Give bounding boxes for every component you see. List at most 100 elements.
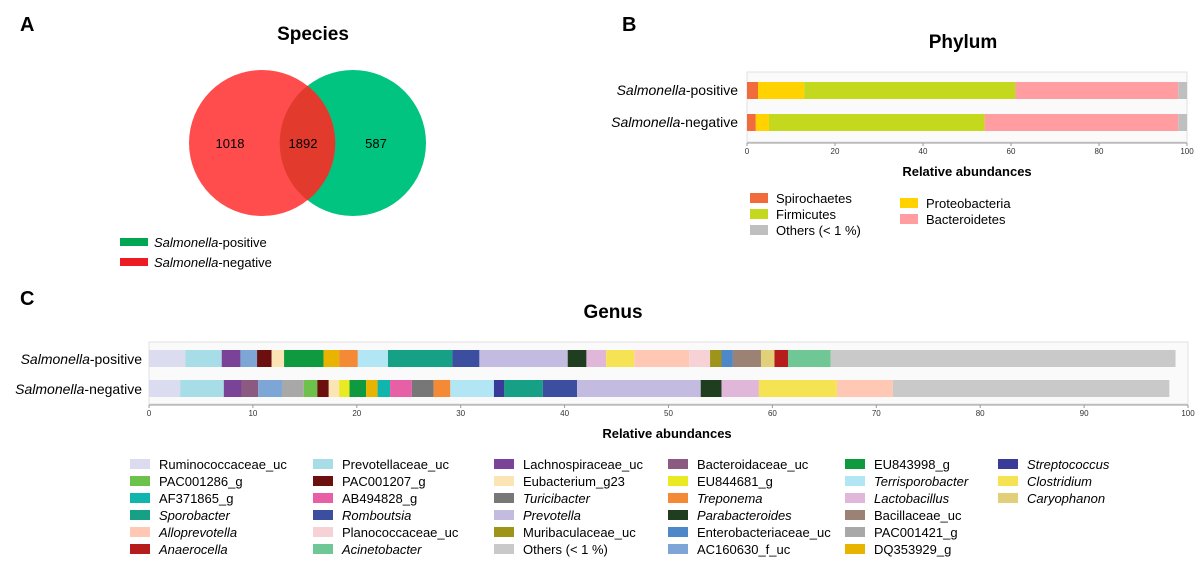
genus-legend-item: Muribaculaceae_uc <box>494 525 636 540</box>
genus-tick-label: 30 <box>456 409 465 418</box>
genus-category-label: Salmonella-negative <box>15 381 142 397</box>
genus-legend-item: PAC001421_g <box>845 525 958 540</box>
category-label-rest: -negative <box>680 114 738 130</box>
legend-swatch <box>750 209 768 219</box>
genus-legend-item: Bacteroidaceae_uc <box>668 457 809 472</box>
genus-bar-segment <box>606 350 635 367</box>
genus-bar-segment <box>634 350 690 367</box>
legend-label: Bacteroidetes <box>926 212 1006 227</box>
genus-bar-segment <box>787 350 831 367</box>
genus-chart: GenusSalmonella-positiveSalmonella-negat… <box>15 302 1195 557</box>
genus-legend-item: Lachnospiraceae_uc <box>494 457 643 472</box>
legend-swatch <box>494 476 514 486</box>
genus-legend-item: Prevotella <box>494 508 581 523</box>
legend-swatch <box>900 214 918 224</box>
legend-label-rest: -negative <box>218 254 272 270</box>
genus-legend-item: Parabacteroides <box>668 508 792 523</box>
genus-bar-segment <box>689 350 711 367</box>
phylum-legend-item: Bacteroidetes <box>900 212 1006 227</box>
legend-label: Others (< 1 %) <box>523 542 608 557</box>
legend-label: AC160630_f_uc <box>697 542 791 557</box>
genus-legend-item: EU844681_g <box>668 474 773 489</box>
genus-legend-item: PAC001286_g <box>130 474 243 489</box>
panel-letter-c: C <box>20 288 35 310</box>
legend-swatch <box>130 510 150 520</box>
legend-swatch <box>668 527 688 537</box>
genus-tick-label: 40 <box>560 409 569 418</box>
legend-label: Alloprevotella <box>158 525 237 540</box>
legend-label: Muribaculaceae_uc <box>523 525 636 540</box>
phylum-bar-segment <box>758 82 805 99</box>
phylum-tick-label: 80 <box>1095 147 1104 156</box>
genus-legend-item: DQ353929_g <box>845 542 951 557</box>
legend-label-italic: Salmonella <box>154 234 219 250</box>
genus-bar-segment <box>240 350 258 367</box>
category-label-italic: Salmonella <box>611 114 680 130</box>
genus-bar-segment <box>567 350 587 367</box>
panel-c: C Genus Salmonella-positive Salmonella-neg… <box>0 280 1200 570</box>
panel-letter-b: B <box>622 14 637 36</box>
phylum-category-label: Salmonella-positive <box>617 82 739 98</box>
legend-label: EU844681_g <box>697 474 773 489</box>
legend-swatch <box>120 238 148 246</box>
legend-swatch <box>313 476 333 486</box>
legend-swatch <box>120 258 148 266</box>
genus-tick-label: 0 <box>147 409 152 418</box>
genus-legend-item: Anaerocella <box>130 542 228 557</box>
genus-bar-segment <box>721 380 759 397</box>
legend-label: PAC001207_g <box>342 474 426 489</box>
genus-title: Genus <box>583 302 642 323</box>
genus-bar-segment <box>758 380 837 397</box>
genus-legend-item: Terrisporobacter <box>845 474 969 489</box>
venn-overlap <box>279 85 336 201</box>
genus-bar-segment <box>774 350 788 367</box>
legend-swatch <box>313 459 333 469</box>
category-label-italic: Salmonella <box>21 351 90 367</box>
legend-swatch <box>845 510 865 520</box>
genus-tick-label: 60 <box>768 409 777 418</box>
legend-swatch <box>998 493 1018 503</box>
legend-swatch <box>668 544 688 554</box>
legend-swatch <box>313 510 333 520</box>
genus-bar-segment <box>357 350 388 367</box>
genus-bar-segment <box>830 350 1176 367</box>
genus-legend-item: AB494828_g <box>313 491 417 506</box>
venn-count-shared: 1892 <box>289 136 318 151</box>
genus-bar-segment <box>339 350 358 367</box>
genus-bar-segment <box>433 380 451 397</box>
legend-swatch <box>494 493 514 503</box>
genus-bar-segment <box>479 350 568 367</box>
category-label-italic: Salmonella <box>15 381 84 397</box>
legend-label: Sporobacter <box>159 508 230 523</box>
legend-swatch <box>668 510 688 520</box>
phylum-category-label: Salmonella-negative <box>611 114 738 130</box>
phylum-x-axis-title: Relative abundances <box>902 164 1031 179</box>
legend-label: PAC001421_g <box>874 525 958 540</box>
genus-tick-label: 100 <box>1181 409 1195 418</box>
legend-label: Turicibacter <box>523 491 591 506</box>
phylum-bar-segment <box>984 114 1179 131</box>
phylum-bar-segment <box>747 82 758 99</box>
legend-label: Firmicutes <box>776 207 836 222</box>
legend-label: AF371865_g <box>159 491 233 506</box>
legend-swatch <box>668 493 688 503</box>
venn-legend: Salmonella-positive Salmonella-negative <box>120 232 272 272</box>
legend-swatch <box>668 476 688 486</box>
legend-label: Romboutsia <box>342 508 411 523</box>
legend-label-rest: -positive <box>218 234 267 250</box>
legend-label: Treponema <box>697 491 763 506</box>
genus-bar-segment <box>710 350 722 367</box>
phylum-bar-segment <box>1178 82 1187 99</box>
genus-bar-segment <box>366 380 378 397</box>
genus-bar-segment <box>241 380 259 397</box>
category-label-italic: Salmonella <box>617 82 686 98</box>
genus-bar-segment <box>271 350 285 367</box>
legend-swatch <box>750 193 768 203</box>
phylum-bar-segment <box>804 82 1016 99</box>
phylum-legend-item: Proteobacteria <box>900 196 1011 211</box>
phylum-legend-item: Firmicutes <box>750 207 836 222</box>
genus-bar-segment <box>303 380 318 397</box>
genus-legend-item: Clostridium <box>998 474 1092 489</box>
legend-label: Proteobacteria <box>926 196 1011 211</box>
legend-label: Prevotellaceae_uc <box>342 457 449 472</box>
